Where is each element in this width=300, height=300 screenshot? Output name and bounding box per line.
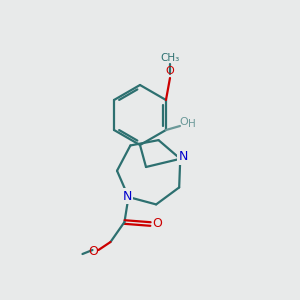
Text: O: O xyxy=(166,66,174,76)
Text: N: N xyxy=(123,190,132,202)
Text: O: O xyxy=(152,217,162,230)
Text: O: O xyxy=(88,244,98,257)
Text: H: H xyxy=(188,119,196,129)
Text: CH₃: CH₃ xyxy=(160,53,180,63)
Text: O: O xyxy=(180,117,188,127)
Text: N: N xyxy=(178,150,188,163)
